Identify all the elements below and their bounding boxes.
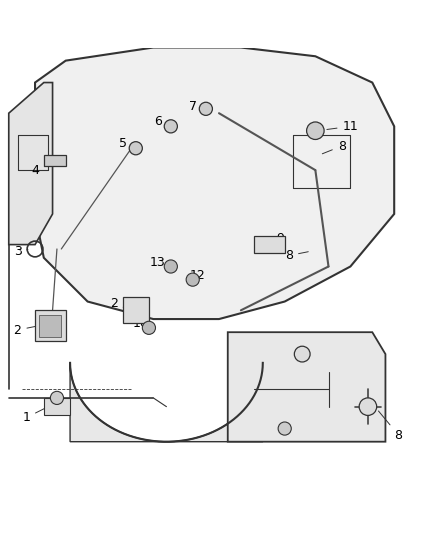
Text: 10: 10 [132, 317, 153, 330]
Text: 1: 1 [22, 403, 54, 424]
Bar [39, 314, 61, 336]
Circle shape [294, 346, 310, 362]
Circle shape [186, 273, 199, 286]
Polygon shape [35, 47, 394, 319]
Text: 3: 3 [14, 245, 28, 257]
Bar [254, 236, 285, 253]
Polygon shape [70, 363, 263, 442]
Text: 8: 8 [378, 411, 403, 442]
Circle shape [50, 391, 64, 405]
Text: 5: 5 [119, 138, 138, 150]
Circle shape [142, 321, 155, 334]
Circle shape [164, 120, 177, 133]
Circle shape [164, 260, 177, 273]
Circle shape [307, 122, 324, 140]
Text: 2: 2 [110, 297, 129, 310]
Text: 13: 13 [150, 256, 171, 269]
Text: 4: 4 [31, 164, 50, 176]
Text: 8: 8 [322, 140, 346, 154]
Text: 7: 7 [189, 100, 208, 113]
Text: 11: 11 [327, 120, 358, 133]
Text: 6: 6 [154, 116, 173, 128]
Bar [35, 310, 66, 341]
Bar [44, 398, 70, 415]
Bar [44, 155, 66, 166]
Text: 9: 9 [272, 231, 284, 245]
Circle shape [129, 142, 142, 155]
Text: 2: 2 [14, 324, 37, 336]
Polygon shape [228, 332, 385, 442]
Circle shape [199, 102, 212, 115]
Bar [123, 297, 149, 324]
Text: 8: 8 [285, 249, 308, 262]
Circle shape [278, 422, 291, 435]
Text: 12: 12 [189, 269, 205, 282]
Polygon shape [9, 83, 53, 245]
Circle shape [359, 398, 377, 415]
